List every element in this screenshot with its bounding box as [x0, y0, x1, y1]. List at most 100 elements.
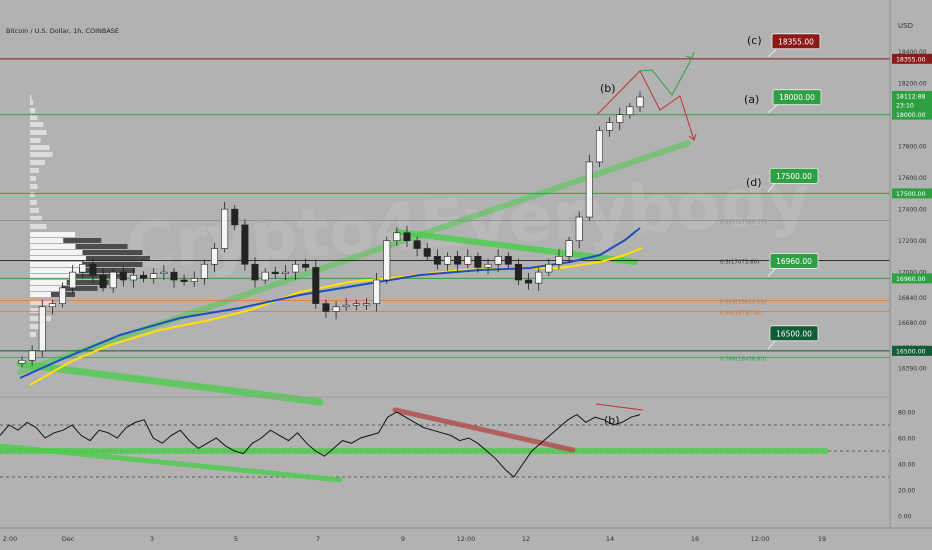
level-badge-18355[interactable] [771, 33, 821, 50]
price-axis-badge[interactable] [892, 345, 932, 356]
candle-body [444, 256, 452, 265]
price-tick-label: 17200.00 [898, 238, 927, 245]
candle-body [48, 303, 56, 308]
price-axis-badge[interactable] [892, 188, 932, 199]
candle-body [606, 122, 614, 131]
candle-body [535, 271, 543, 284]
price-axis-badge-text: 17500.00 [896, 191, 926, 198]
rsi-wave-b-label: (b) [604, 414, 620, 427]
rsi-falling-band [0, 443, 343, 483]
candle-body [322, 303, 330, 312]
wave-b-label: (b) [600, 82, 616, 95]
level-wave-label: (a) [744, 93, 759, 106]
candle-body [241, 224, 249, 265]
candle-body [383, 240, 391, 281]
candle-body [332, 306, 340, 312]
currency-label: USD [898, 22, 913, 30]
candle-body [119, 271, 127, 281]
candle-body [403, 232, 411, 241]
candle-body [292, 263, 300, 273]
time-tick-label: Dec [62, 535, 75, 543]
level-badge-18000[interactable] [772, 89, 822, 106]
candle-body [271, 271, 279, 274]
candle-body [494, 256, 502, 265]
price-axis-badge[interactable] [892, 53, 932, 64]
candle-body [312, 267, 320, 304]
level-badge-text: 16960.00 [776, 257, 812, 266]
volume-profile-bar [30, 324, 44, 329]
price-tick-label: 17600.00 [898, 175, 927, 182]
volume-profile-bar-dark [61, 286, 98, 291]
time-tick-label: 19 [818, 535, 826, 543]
price-axis-badge-text: 18355.00 [896, 56, 926, 63]
projection-path-up [639, 57, 693, 96]
volume-profile-bar [30, 138, 41, 143]
volume-profile-bar-dark [75, 244, 128, 249]
rsi-axis[interactable]: 80.00 60.00 40.00 20.00 0.00 [898, 410, 915, 521]
candle-body [180, 279, 188, 282]
candle-body [170, 271, 178, 281]
candle-body [636, 96, 644, 108]
volume-profile-bar [30, 308, 45, 313]
rsi-b-connector [595, 403, 644, 411]
level-badge-text: 17500.00 [776, 172, 812, 181]
candlesticks [18, 91, 644, 368]
volume-profile-bar-dark [72, 274, 120, 279]
volume-profile-bar-dark [82, 262, 143, 267]
symbol-title: Bitcoin / U.S. Dollar, 1h, COINBASE [6, 27, 119, 35]
rising-trendline-band [17, 140, 691, 375]
candle-body [129, 274, 137, 281]
candle-body [585, 161, 593, 218]
volume-profile-bar [30, 130, 47, 135]
level-badge-17500[interactable] [769, 168, 819, 184]
price-axis-badge[interactable] [892, 90, 932, 111]
price-tick-label: 16840.00 [898, 295, 927, 302]
rsi-tick-label: 80.00 [898, 410, 915, 417]
price-axis-badge-text: 16960.00 [896, 276, 926, 283]
candle-body [140, 274, 148, 279]
volume-profile-bar [30, 216, 42, 221]
candle-body [160, 271, 168, 274]
candle-body [59, 287, 67, 304]
falling-trendline-band [16, 360, 324, 406]
price-tick-label: 16680.00 [898, 320, 927, 327]
candle-body [18, 359, 26, 364]
fib-label: 0.65(16750.00) [720, 310, 763, 316]
level-badge-text: 18355.00 [778, 37, 814, 46]
price-axis-badge[interactable] [892, 109, 932, 120]
level-badge-16500[interactable] [769, 325, 819, 342]
candle-body [454, 256, 462, 265]
volume-profile-bar [30, 115, 38, 120]
price-axis-badge[interactable] [892, 273, 932, 284]
candle-body [616, 114, 624, 123]
candle-body [464, 256, 472, 265]
rsi-pane[interactable]: (b) [0, 403, 890, 483]
fib-label: 0.5(17073.60) [720, 260, 759, 266]
time-axis[interactable]: 2:00 Dec 3 5 7 9 12:00 12 14 16 12:00 19 [0, 527, 932, 543]
level-wave-label: (d) [746, 176, 762, 189]
level-wave-label: (c) [747, 34, 762, 47]
rsi-tick-label: 60.00 [898, 436, 915, 443]
rsi-tick-label: 40.00 [898, 462, 915, 469]
candle-body [99, 274, 107, 289]
fib-label: 0.618(16819.03) [720, 300, 766, 306]
price-tick-label: 18200.00 [898, 81, 927, 88]
price-axis[interactable]: 18400.00 18200.00 17800.00 17600.00 17400.00… [892, 49, 932, 373]
volume-profile-bar [30, 176, 36, 181]
fib-label: 0.786(16456.60) [720, 357, 766, 363]
rsi-tick-label: 20.00 [898, 488, 915, 495]
volume-profile-bar [30, 152, 53, 157]
candle-body [484, 263, 492, 268]
level-badge-16960[interactable] [769, 253, 819, 269]
time-tick-label: 16 [691, 535, 699, 543]
level-badge-text: 18000.00 [779, 93, 815, 102]
candle-body [626, 106, 634, 116]
fib-label: 0.382(17328.17) [720, 219, 766, 225]
candle-body [302, 263, 310, 268]
time-tick-label: 14 [606, 535, 614, 543]
candle-body [474, 256, 482, 268]
price-axis-badge-countdown: 23:10 [896, 102, 914, 109]
candle-body [413, 240, 421, 249]
candle-body [575, 216, 583, 241]
